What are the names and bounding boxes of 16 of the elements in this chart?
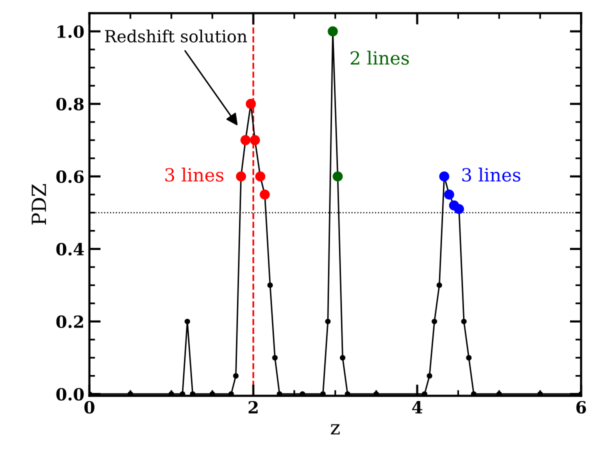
y-tick-label: 0.4 — [56, 242, 84, 256]
series-label: 3 lines — [462, 168, 520, 182]
y-tick-label: 0.0 — [56, 388, 84, 401]
y-tick-label: 1.0 — [58, 25, 84, 38]
y-tick-label: 0.6 — [56, 170, 84, 183]
y-tick-label: 0.8 — [56, 98, 84, 110]
annotation: Redshift solution — [105, 30, 247, 43]
x-tick-label: 4 — [412, 400, 422, 414]
series-label: 3 lines — [165, 168, 224, 182]
x-axis-title: z — [330, 424, 340, 434]
x-tick-label: 6 — [576, 400, 586, 414]
y-tick-label: 0.2 — [56, 315, 84, 328]
x-tick-label: 0 — [84, 400, 94, 414]
x-tick-label: 2 — [248, 400, 258, 414]
y-axis-title: PDZ — [32, 184, 46, 225]
series-label: 2 lines — [350, 50, 409, 65]
